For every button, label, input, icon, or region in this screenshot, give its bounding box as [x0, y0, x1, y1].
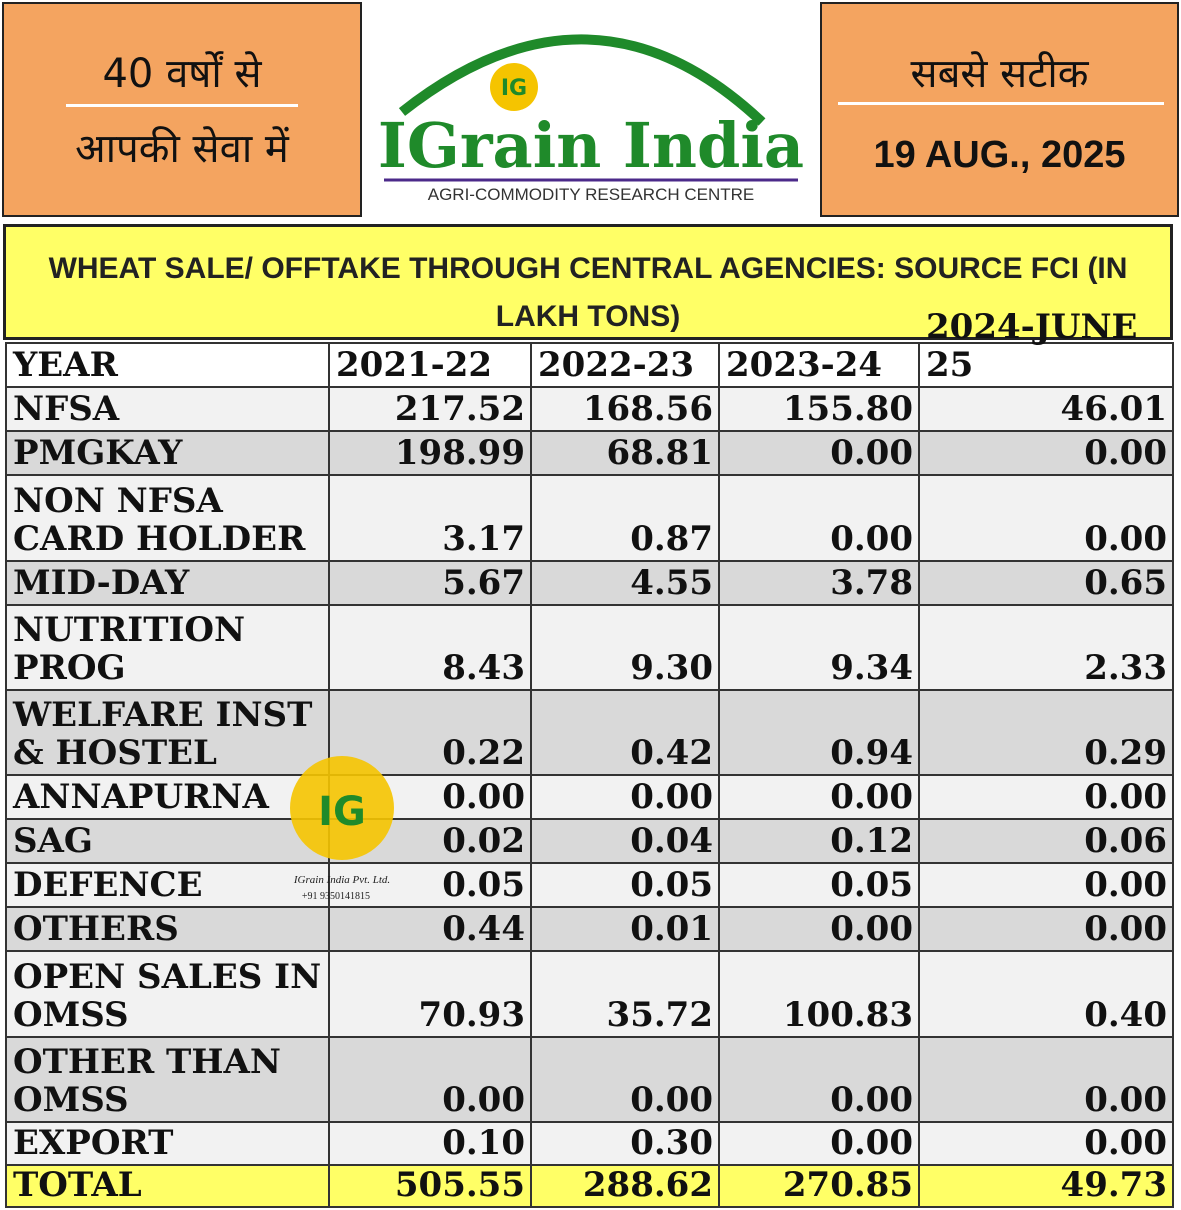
table-cell: 0.00 — [918, 1121, 1174, 1166]
table-cell: PMGKAY — [5, 430, 330, 476]
left-line: आपकी सेवा में — [75, 126, 289, 172]
table-cell: 0.00 — [918, 1036, 1174, 1123]
table-cell: 70.93 — [328, 950, 532, 1038]
date: 19 AUG., 2025 — [873, 134, 1126, 176]
rule — [66, 104, 298, 107]
table-cell: OTHERS — [5, 906, 330, 952]
logo-art: IG IGrain India AGRI-COMMODITY RESEARCH … — [378, 34, 804, 204]
logo: IG IGrain India AGRI-COMMODITY RESEARCH … — [362, 2, 820, 217]
table-cell: 0.00 — [918, 862, 1174, 908]
table-cell: 288.62 — [530, 1164, 720, 1208]
table-cell: 0.29 — [918, 689, 1174, 776]
table-cell: MID-DAY — [5, 560, 330, 606]
table-cell: 198.99 — [328, 430, 532, 476]
table-cell: 9.34 — [718, 604, 920, 691]
left-box: 40 वर्षों से आपकी सेवा में — [2, 2, 362, 217]
table-cell: 0.00 — [718, 906, 920, 952]
table-cell: 3.17 — [328, 474, 532, 562]
table-cell: 4.55 — [530, 560, 720, 606]
table-cell: 46.01 — [918, 386, 1174, 432]
table-cell: 2022-23 — [530, 342, 720, 388]
table-cell: 3.78 — [718, 560, 920, 606]
table-cell: 270.85 — [718, 1164, 920, 1208]
table-cell: ANNAPURNA — [5, 774, 330, 820]
table-cell: 0.30 — [530, 1121, 720, 1166]
table-cell: 0.00 — [718, 1121, 920, 1166]
table-cell: EXPORT — [5, 1121, 330, 1166]
table-cell: 155.80 — [718, 386, 920, 432]
table-cell: 0.42 — [530, 689, 720, 776]
right-line: सबसे सटीक — [910, 51, 1089, 97]
table-cell: 0.94 — [718, 689, 920, 776]
table-cell: 0.00 — [718, 430, 920, 476]
table-cell: 0.12 — [718, 818, 920, 864]
table-cell: 0.00 — [918, 430, 1174, 476]
table-cell: 0.87 — [530, 474, 720, 562]
table-cell: 5.67 — [328, 560, 532, 606]
watermark-company: IGrain India Pvt. Ltd. — [293, 874, 390, 886]
table-cell: 0.00 — [718, 1036, 920, 1123]
table-cell: 35.72 — [530, 950, 720, 1038]
watermark-phone: +91 9350141815 — [302, 891, 370, 902]
table-cell: 0.05 — [530, 862, 720, 908]
table-cell: 217.52 — [328, 386, 532, 432]
table-cell: 0.40 — [918, 950, 1174, 1038]
table-cell: 2021-22 — [328, 342, 532, 388]
table-cell: 0.04 — [530, 818, 720, 864]
table-cell: 505.55 — [328, 1164, 532, 1208]
table-cell: 49.73 — [918, 1164, 1174, 1208]
table-cell: 0.00 — [918, 906, 1174, 952]
logo-badge: IG — [501, 76, 527, 101]
rule — [838, 102, 1164, 105]
table-cell: 0.00 — [718, 474, 920, 562]
table-cell: 8.43 — [328, 604, 532, 691]
table-cell: 0.00 — [530, 774, 720, 820]
table-cell: DEFENCE — [5, 862, 330, 908]
table-cell: 0.00 — [918, 774, 1174, 820]
table-cell: 0.00 — [530, 1036, 720, 1123]
table-cell: 0.10 — [328, 1121, 532, 1166]
table-cell: 0.65 — [918, 560, 1174, 606]
table-cell: NFSA — [5, 386, 330, 432]
table-cell: 0.01 — [530, 906, 720, 952]
table-cell: 168.56 — [530, 386, 720, 432]
table-cell: 100.83 — [718, 950, 920, 1038]
logo-name: IGrain India — [378, 109, 804, 182]
right-box: सबसे सटीक 19 AUG., 2025 — [820, 2, 1179, 217]
watermark: IG IGrain India Pvt. Ltd. +91 9350141815 — [290, 756, 394, 902]
watermark-badge: IG — [318, 789, 366, 835]
table-cell: YEAR — [5, 342, 330, 388]
logo-tagline: AGRI-COMMODITY RESEARCH CENTRE — [428, 185, 755, 204]
table-cell: OTHER THAN OMSS — [5, 1036, 330, 1123]
table-cell: 0.44 — [328, 906, 532, 952]
table-cell: 68.81 — [530, 430, 720, 476]
table-title: WHEAT SALE/ OFFTAKE THROUGH CENTRAL AGEN… — [3, 224, 1173, 340]
table-cell: TOTAL — [5, 1164, 330, 1208]
table-cell: OPEN SALES IN OMSS — [5, 950, 330, 1038]
table-cell: 0.00 — [328, 1036, 532, 1123]
table-cell: 0.06 — [918, 818, 1174, 864]
table-cell: 2024-JUNE 25 — [918, 308, 1174, 388]
table-cell: 0.00 — [718, 774, 920, 820]
left-line: 40 वर्षों से — [102, 51, 262, 97]
table-cell: 9.30 — [530, 604, 720, 691]
table-cell: 0.00 — [918, 474, 1174, 562]
table-cell: NON NFSA CARD HOLDER — [5, 474, 330, 562]
table-cell: NUTRITION PROG — [5, 604, 330, 691]
table-cell: 0.05 — [718, 862, 920, 908]
table-cell: 2023-24 — [718, 342, 920, 388]
table-cell: 2.33 — [918, 604, 1174, 691]
